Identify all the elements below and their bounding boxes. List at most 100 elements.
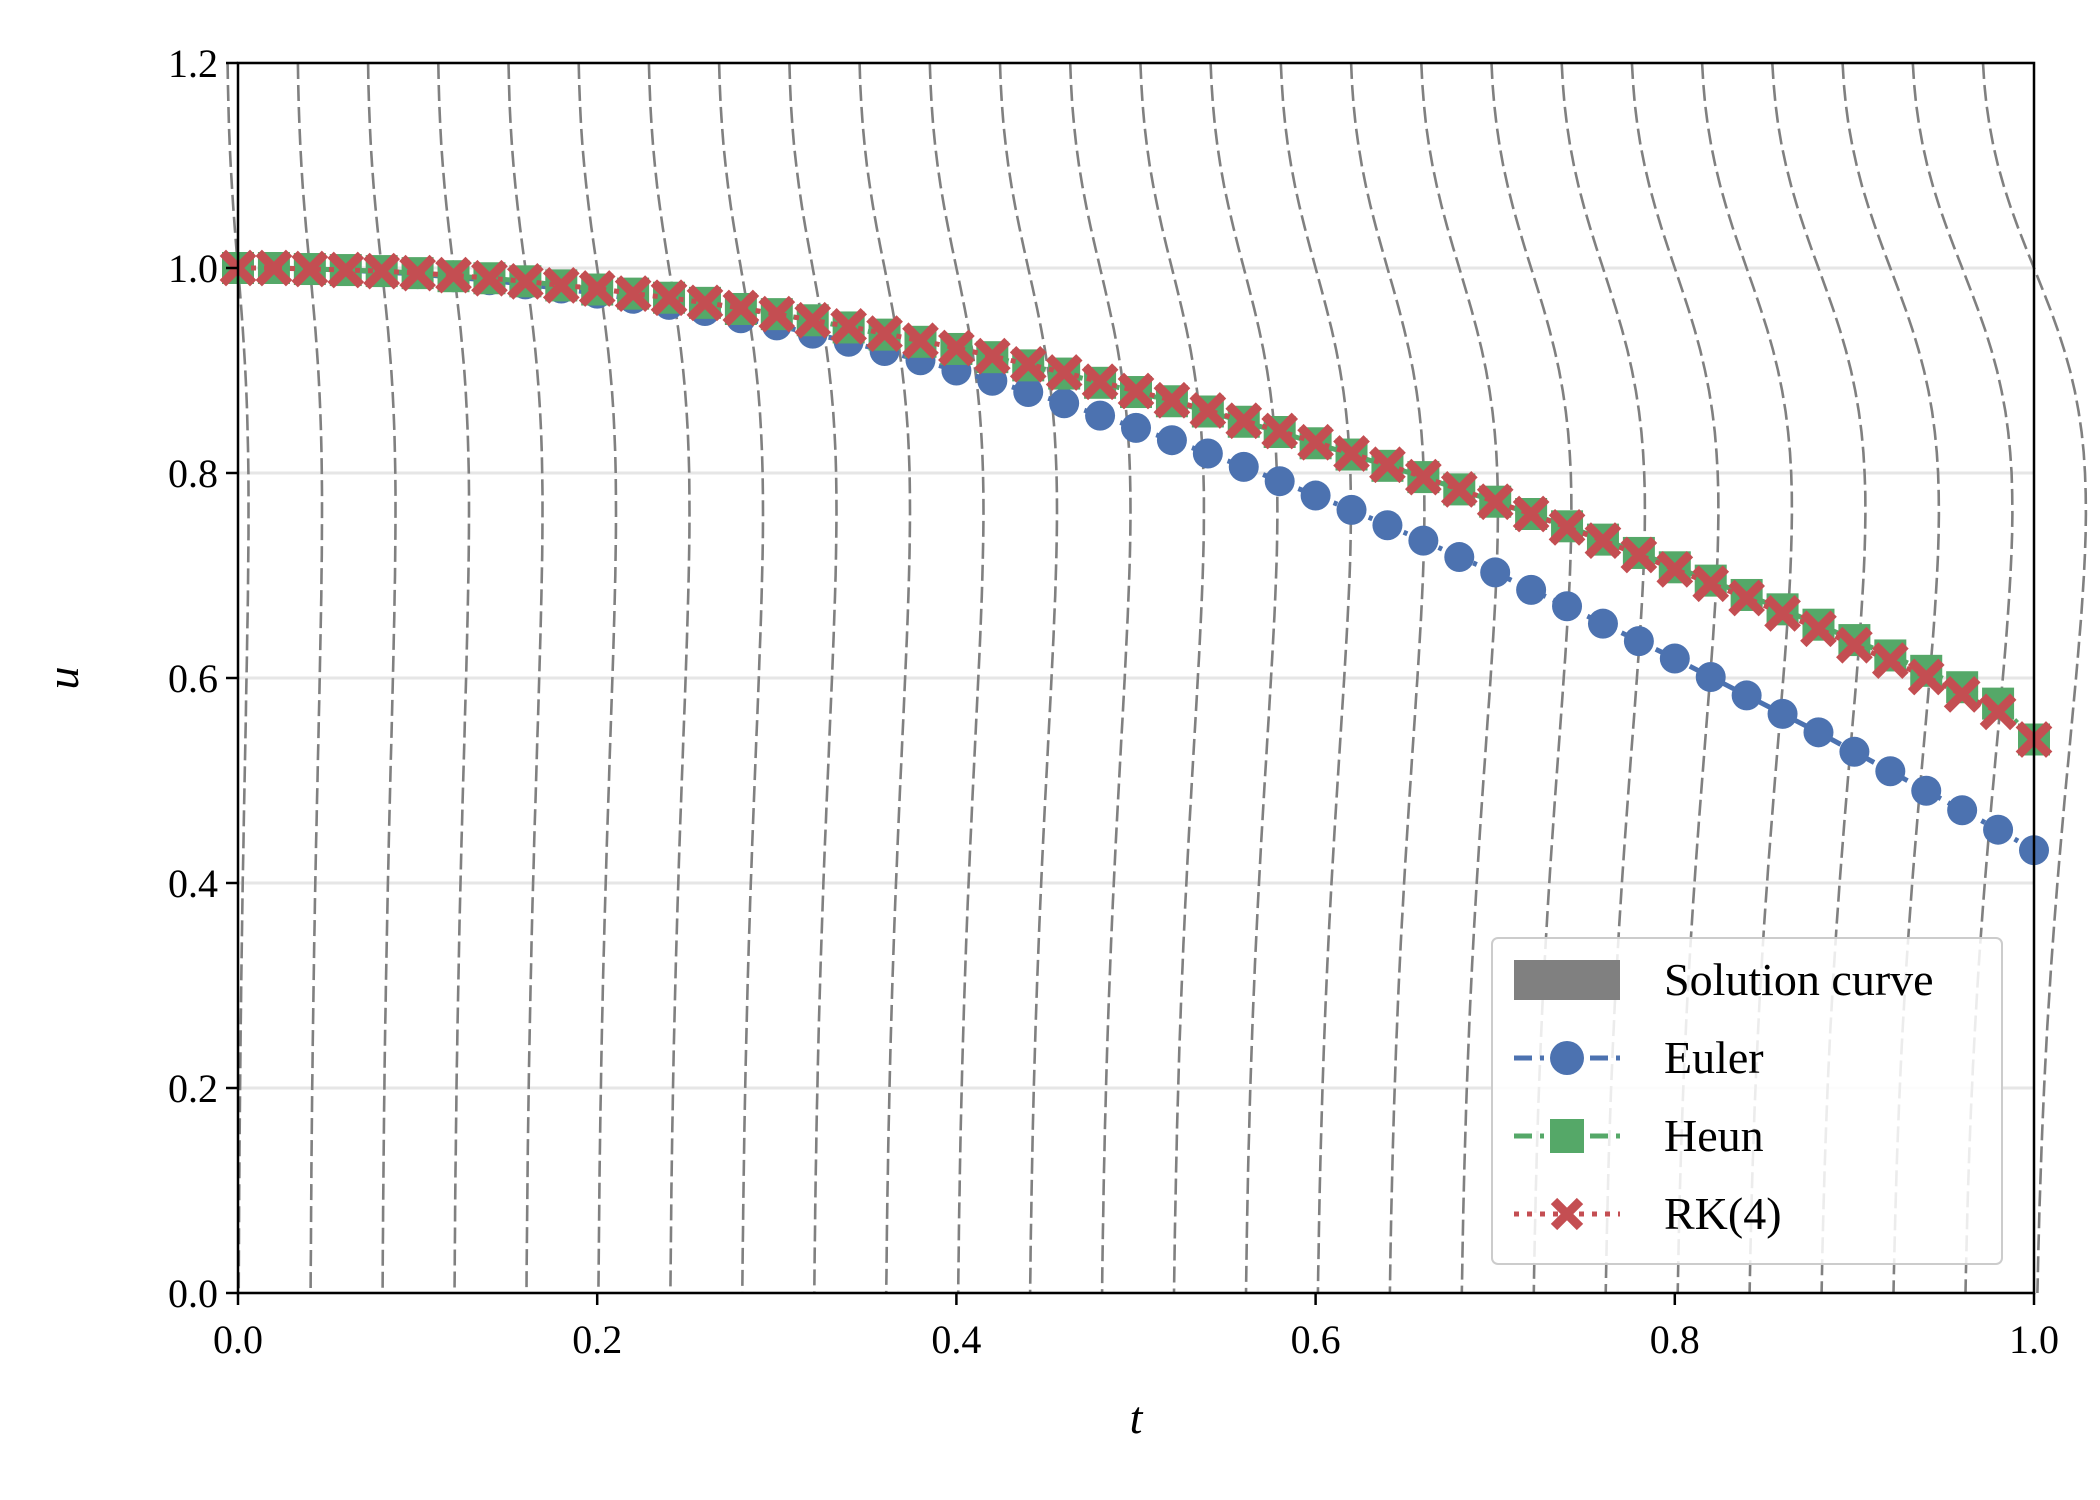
data-point [830, 308, 868, 345]
slope-field-curve [998, 62, 1059, 1294]
data-point [1911, 775, 1942, 806]
data-point [902, 322, 939, 360]
data-point [938, 329, 975, 367]
data-point [1121, 412, 1151, 443]
data-point [1189, 392, 1227, 429]
data-point [1440, 471, 1478, 508]
legend-box [1491, 937, 2003, 1265]
data-point [686, 284, 724, 322]
y-tick-label: 0.6 [168, 656, 218, 701]
slope-field-curve [647, 62, 691, 1294]
data-point [1728, 579, 1766, 617]
data-point [1336, 494, 1367, 525]
data-point [977, 365, 1008, 396]
data-point [1656, 550, 1694, 588]
data-point [1731, 680, 1762, 711]
data-point [1659, 643, 1690, 674]
y-axis-label: u [37, 667, 88, 690]
y-tick-label: 1.2 [168, 41, 218, 86]
legend-label: Heun [1664, 1110, 1764, 1161]
data-point [758, 295, 796, 333]
y-tick-label: 0.0 [168, 1271, 218, 1316]
data-point [866, 315, 903, 352]
data-point [1480, 557, 1511, 588]
data-point [1548, 508, 1586, 546]
data-point [1081, 363, 1119, 401]
data-point [1947, 795, 1978, 826]
x-tick-label: 0.4 [931, 1317, 981, 1362]
data-point [1049, 388, 1080, 419]
data-point [1692, 565, 1730, 603]
data-point [1369, 446, 1406, 484]
slope-field-curve [1349, 62, 1426, 1294]
data-point [1512, 495, 1550, 533]
series-rk-4- [219, 249, 2053, 758]
x-tick-label: 0.6 [1291, 1317, 1341, 1362]
data-point [1803, 717, 1834, 748]
data-point [1228, 451, 1259, 482]
x-axis-ticks: 0.0 0.2 0.4 0.6 0.8 1.0 [213, 1293, 2059, 1362]
legend-marker [1550, 1197, 1584, 1231]
data-point [1013, 377, 1044, 408]
data-point [1587, 608, 1618, 639]
slope-field-curve [1139, 62, 1206, 1294]
slope-field-curve [788, 62, 838, 1294]
x-axis-label: t [1130, 1392, 1144, 1443]
data-point [1261, 412, 1299, 450]
data-point [542, 267, 580, 304]
data-point [1444, 542, 1475, 573]
data-point [1264, 466, 1295, 497]
series-line [238, 265, 2036, 742]
data-point [1117, 372, 1155, 410]
data-point [1156, 425, 1187, 456]
legend-label: Euler [1664, 1032, 1764, 1083]
data-point [1943, 676, 1981, 713]
y-tick-label: 0.8 [168, 451, 218, 496]
data-point [1623, 626, 1654, 657]
data-point [1045, 354, 1083, 391]
data-point [1192, 438, 1223, 469]
legend-swatch [1514, 960, 1620, 1000]
data-point [1875, 756, 1906, 787]
data-point [1871, 642, 1909, 679]
legend-entry: Euler [1514, 1032, 1764, 1083]
slope-field-curve [858, 62, 912, 1294]
data-point [399, 254, 436, 292]
series-layer [219, 249, 2053, 866]
data-point [722, 289, 760, 327]
data-point [1408, 525, 1439, 556]
data-point [1620, 536, 1658, 574]
data-point [1009, 345, 1047, 383]
data-point [650, 279, 688, 317]
data-point [1695, 661, 1726, 692]
slope-field-curve [1279, 62, 1353, 1294]
data-point [363, 252, 401, 290]
legend-marker [1550, 1119, 1584, 1153]
y-axis-ticks: 0.0 0.2 0.4 0.6 0.8 1.0 1.2 [168, 41, 238, 1316]
data-point [1225, 402, 1263, 440]
data-point [1085, 400, 1116, 431]
data-point [578, 270, 616, 307]
data-point [435, 256, 472, 294]
slope-field-curve [577, 62, 618, 1294]
data-point [471, 259, 508, 297]
legend: Solution curve Euler Heun RK(4) [1491, 937, 2003, 1265]
data-point [1836, 626, 1873, 664]
legend-label: Solution curve [1664, 954, 1934, 1005]
data-point [1907, 658, 1945, 696]
legend-entry: RK(4) [1514, 1188, 1782, 1239]
data-point [1153, 381, 1191, 419]
legend-label: RK(4) [1664, 1188, 1782, 1239]
data-point [973, 337, 1011, 375]
slope-field-curve [717, 62, 765, 1294]
data-point [1552, 591, 1583, 622]
data-point [1297, 423, 1334, 461]
legend-entry: Solution curve [1514, 954, 1934, 1005]
y-tick-label: 0.2 [168, 1066, 218, 1111]
y-tick-label: 1.0 [168, 246, 218, 291]
slope-field-curve [1068, 62, 1132, 1294]
slope-field-curve [928, 62, 985, 1294]
x-tick-label: 0.0 [213, 1317, 263, 1362]
